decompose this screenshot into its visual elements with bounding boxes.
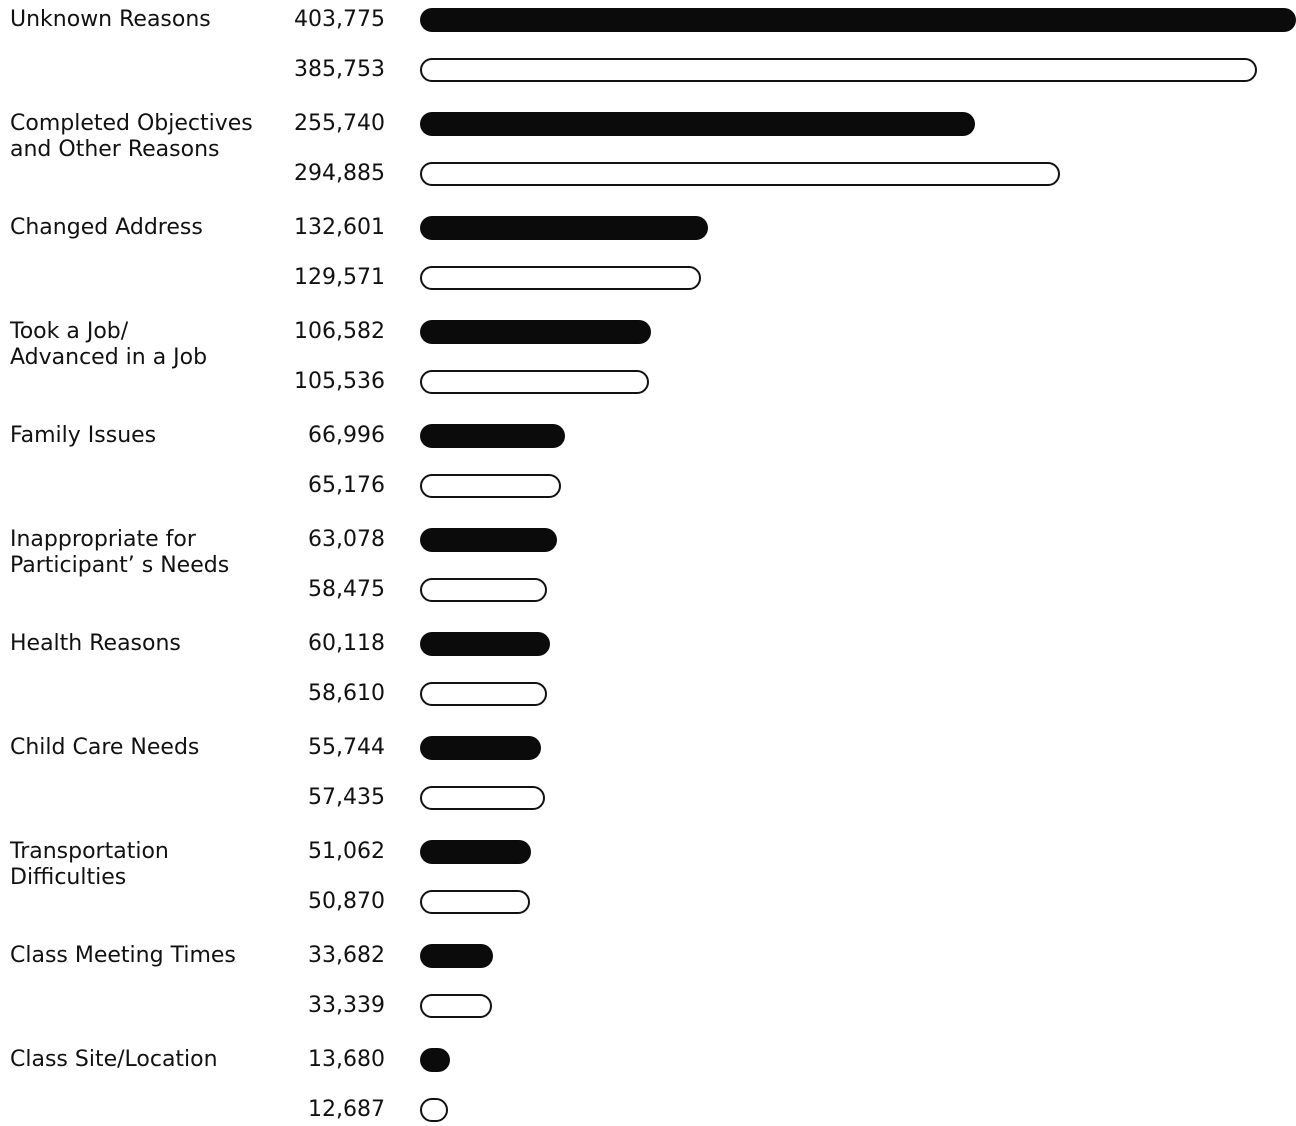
value-label-outline-4: 65,176 xyxy=(308,473,385,498)
bar-filled-5 xyxy=(420,528,557,552)
bar-outline-3 xyxy=(420,370,649,394)
value-label-filled-7: 55,744 xyxy=(308,735,385,760)
value-label-filled-10: 13,680 xyxy=(308,1047,385,1072)
category-label-unknown-reasons: Unknown Reasons xyxy=(10,7,211,32)
bar-filled-3 xyxy=(420,320,652,344)
value-label-filled-6: 60,118 xyxy=(308,631,385,656)
value-label-outline-6: 58,610 xyxy=(308,681,385,706)
category-label-family-issues: Family Issues xyxy=(10,423,157,448)
category-label-class-meeting-times: Class Meeting Times xyxy=(10,943,236,968)
bar-filled-7 xyxy=(420,736,541,760)
value-label-outline-2: 129,571 xyxy=(294,265,385,290)
bar-filled-9 xyxy=(420,944,494,968)
bar-outline-0 xyxy=(420,58,1257,82)
bar-outline-2 xyxy=(420,266,702,290)
category-label-completed-objectives-and-other-reasons: Completed Objectives and Other Reasons xyxy=(10,111,253,162)
value-label-filled-4: 66,996 xyxy=(308,423,385,448)
bar-outline-1 xyxy=(420,162,1060,186)
category-label-child-care-needs: Child Care Needs xyxy=(10,735,200,760)
value-label-outline-10: 12,687 xyxy=(308,1097,385,1122)
bar-outline-7 xyxy=(420,786,545,810)
bar-filled-10 xyxy=(420,1048,450,1072)
bar-filled-2 xyxy=(420,216,708,240)
value-label-filled-9: 33,682 xyxy=(308,943,385,968)
value-label-outline-0: 385,753 xyxy=(294,57,385,82)
bar-filled-0 xyxy=(420,8,1296,32)
value-label-filled-8: 51,062 xyxy=(308,839,385,864)
category-label-transportation-difficulties: Transportation Difficulties xyxy=(10,839,169,890)
value-label-outline-5: 58,475 xyxy=(308,577,385,602)
value-label-outline-7: 57,435 xyxy=(308,785,385,810)
value-label-outline-3: 105,536 xyxy=(294,369,385,394)
value-label-filled-0: 403,775 xyxy=(294,7,385,32)
bar-filled-1 xyxy=(420,112,975,136)
bar-outline-10 xyxy=(420,1098,448,1122)
value-label-outline-8: 50,870 xyxy=(308,889,385,914)
bar-outline-6 xyxy=(420,682,548,706)
category-label-inappropriate-for-participant-s-needs: Inappropriate for Participant’ s Needs xyxy=(10,527,230,578)
value-label-filled-5: 63,078 xyxy=(308,527,385,552)
category-label-health-reasons: Health Reasons xyxy=(10,631,181,656)
bar-filled-6 xyxy=(420,632,551,656)
bar-outline-4 xyxy=(420,474,562,498)
bar-filled-8 xyxy=(420,840,531,864)
value-label-filled-2: 132,601 xyxy=(294,215,385,240)
value-label-outline-9: 33,339 xyxy=(308,993,385,1018)
bar-filled-4 xyxy=(420,424,566,448)
value-label-filled-1: 255,740 xyxy=(294,111,385,136)
bar-outline-9 xyxy=(420,994,493,1018)
bar-outline-8 xyxy=(420,890,531,914)
category-label-changed-address: Changed Address xyxy=(10,215,203,240)
bar-outline-5 xyxy=(420,578,547,602)
category-label-class-site-location: Class Site/Location xyxy=(10,1047,218,1072)
value-label-filled-3: 106,582 xyxy=(294,319,385,344)
category-label-took-a-job-advanced-in-a-job: Took a Job/ Advanced in a Job xyxy=(10,319,208,370)
value-label-outline-1: 294,885 xyxy=(294,161,385,186)
